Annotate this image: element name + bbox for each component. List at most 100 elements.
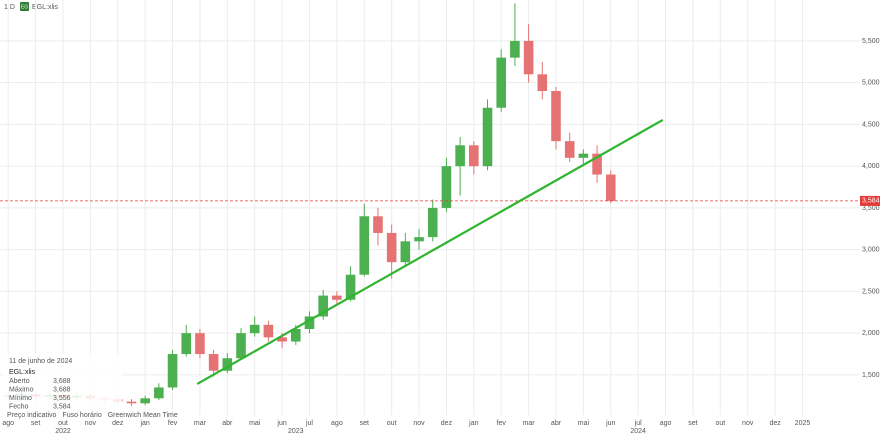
candle-body (318, 295, 328, 317)
info-date: 11 de junho de 2024 (9, 358, 72, 365)
x-tick-label: set (688, 420, 697, 427)
x-tick-label: mai (578, 420, 590, 427)
x-tick-label: nov (413, 420, 425, 427)
candle-body (496, 57, 507, 108)
x-tick-label: fev (168, 420, 178, 427)
candle-body (304, 316, 315, 329)
x-tick-label: dez (441, 420, 453, 427)
x-tick-label: dez (112, 420, 124, 427)
info-label: Máximo (9, 386, 34, 393)
x-tick-label: out (58, 420, 68, 427)
candle-body (469, 145, 479, 167)
x-tick-label: jan (468, 420, 478, 427)
candle-body (154, 387, 164, 399)
candle-body (427, 207, 438, 238)
info-value: 3,688 (53, 378, 71, 385)
x-tick-label: 2025 (795, 420, 811, 427)
candle-body (195, 333, 205, 355)
candle-body (181, 333, 192, 355)
y-tick-label: 3,000 (862, 247, 880, 254)
y-tick-label: 5,000 (862, 80, 880, 87)
candle-body (126, 401, 137, 404)
candle-body (537, 74, 548, 92)
x-tick-label: out (715, 420, 725, 427)
x-tick-label: out (387, 420, 397, 427)
y-tick-label: 2,000 (862, 330, 880, 337)
candle-body (291, 328, 301, 342)
symbol: EGL:xlis (32, 4, 59, 11)
info-footer: Preço indicativo (7, 412, 57, 419)
x-tick-label: jul (305, 420, 313, 427)
candle-body (386, 232, 397, 263)
x-tick-label: fev (497, 420, 507, 427)
symbol-badge: EG (21, 4, 28, 10)
x-tick-label: ago (331, 420, 343, 427)
candle-body (414, 237, 424, 242)
x-tick-label: set (31, 420, 40, 427)
info-label: Fecho (9, 403, 29, 410)
y-tick-label: 5,500 (862, 38, 880, 45)
info-label: Mínimo (9, 395, 32, 402)
x-tick-label: nov (742, 420, 754, 427)
x-tick-label: ago (2, 420, 14, 427)
candle-body (345, 274, 356, 300)
x-tick-label: jan (139, 420, 149, 427)
info-symbol: EGL:xlis (9, 369, 36, 376)
year-label: 2022 (55, 428, 71, 435)
info-label: Aberto (9, 378, 30, 385)
candle-body (523, 40, 534, 75)
candle-body (564, 141, 575, 158)
symbol-badge-bg (20, 2, 29, 11)
year-label: 2023 (288, 428, 304, 435)
y-tick-label: 3,500 (862, 205, 880, 212)
info-value: 3,688 (53, 386, 71, 393)
info-value: 3,584 (53, 403, 71, 410)
candle-body (482, 107, 493, 167)
x-tick-label: set (360, 420, 369, 427)
candle-body (208, 354, 219, 371)
x-tick-label: ago (660, 420, 672, 427)
candle-body (140, 398, 150, 404)
candle-body (592, 153, 602, 175)
y-tick-label: 4,000 (862, 163, 880, 170)
y-tick-label: 4,500 (862, 121, 880, 128)
candle-body (373, 216, 383, 233)
info-panel (2, 354, 122, 420)
candle-body (551, 91, 561, 142)
candle-body (249, 324, 260, 334)
info-footer: Greenwich Mean Time (108, 412, 178, 419)
x-tick-label: mar (194, 420, 207, 427)
info-value: 3,556 (53, 395, 71, 402)
x-tick-label: abr (222, 420, 233, 427)
candle-body (441, 166, 452, 208)
candle-body (222, 358, 233, 371)
info-footer: Fuso horário (62, 412, 101, 419)
candle-body (605, 174, 616, 201)
candle-body (167, 354, 178, 388)
candle-body (263, 324, 274, 338)
y-tick-label: 2,500 (862, 288, 880, 295)
candle-body (400, 241, 411, 263)
x-tick-label: jun (605, 420, 615, 427)
x-tick-label: mar (523, 420, 536, 427)
last-price-box (860, 195, 880, 206)
x-tick-label: dez (769, 420, 781, 427)
year-label: 2024 (630, 428, 646, 435)
interval: 1 D (4, 4, 15, 11)
last-price-label: 3,584 (862, 198, 880, 205)
candle-body (277, 337, 287, 342)
x-tick-label: jul (634, 420, 642, 427)
candle-body (332, 295, 342, 300)
x-tick-label: nov (85, 420, 97, 427)
candle-body (455, 145, 465, 167)
x-tick-label: mai (249, 420, 261, 427)
y-tick-label: 1,500 (862, 372, 880, 379)
trendline (196, 118, 664, 385)
candle-body (578, 153, 589, 158)
candle-body (359, 216, 370, 275)
x-tick-label: abr (551, 420, 562, 427)
candle-body (510, 40, 520, 58)
candle-body (236, 333, 246, 359)
x-tick-label: jun (276, 420, 286, 427)
